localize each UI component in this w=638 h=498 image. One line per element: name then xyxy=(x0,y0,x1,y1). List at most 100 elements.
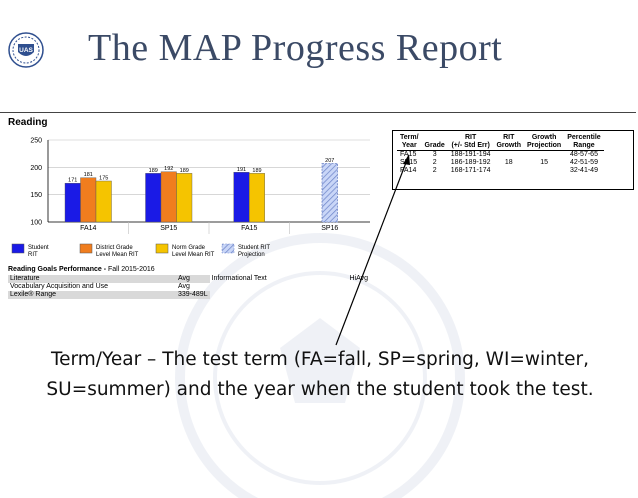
header-rit-growth: RIT xyxy=(503,134,515,141)
score-percentile: 48-57-65 xyxy=(569,151,598,158)
score-table: Term/ RIT RIT Growth Percentile Year Gra… xyxy=(397,134,604,175)
legend-label: District Grade xyxy=(96,245,133,251)
score-row: FA14 2 168-171-174 32-41-49 xyxy=(397,167,604,175)
bar-data-label: 191 xyxy=(237,167,246,173)
bar-norm-grade-level-mean-rit xyxy=(176,173,193,223)
goals-term: Fall 2015-2016 xyxy=(107,266,155,273)
school-logo: UAS xyxy=(8,32,44,68)
legend-label: Level Mean RIT xyxy=(96,252,139,258)
score-term: FA15 xyxy=(400,151,417,158)
bar-data-label: 189 xyxy=(180,168,189,174)
x-tick-label: SP16 xyxy=(321,225,338,232)
bar-district-grade-level-mean-rit xyxy=(160,171,177,223)
header-year: Year xyxy=(397,142,422,151)
score-rit: 186-189-192 xyxy=(450,159,491,166)
score-header-row-2: Year Grade (+/- Std Err) Growth Projecti… xyxy=(397,142,604,151)
bar-student-rit-projection xyxy=(321,163,338,223)
bar-data-label: 175 xyxy=(99,176,108,182)
bar-norm-grade-level-mean-rit xyxy=(249,173,265,223)
goal-name xyxy=(210,283,344,291)
score-rit: 188-191-194 xyxy=(450,151,491,158)
score-percentile: 42-51-59 xyxy=(569,159,598,166)
score-summary-box: Term/ RIT RIT Growth Percentile Year Gra… xyxy=(392,130,634,190)
bar-student-rit xyxy=(233,172,250,223)
goals-row: Literature Avg Informational Text HiAvg xyxy=(8,275,370,283)
caption-line-1: Term/Year – The test term (FA=fall, SP=s… xyxy=(50,349,590,370)
x-tick-label: SP15 xyxy=(160,225,177,232)
header-term: Term/ xyxy=(400,134,419,141)
x-tick-label: FA15 xyxy=(241,225,257,232)
score-grade: 2 xyxy=(432,159,437,166)
score-term: SP15 xyxy=(400,159,418,166)
legend-label: Projection xyxy=(238,252,265,258)
score-header-row-1: Term/ RIT RIT Growth Percentile xyxy=(397,134,604,142)
score-grade: 2 xyxy=(432,167,437,174)
bar-data-label: 207 xyxy=(325,158,334,164)
bar-district-grade-level-mean-rit xyxy=(80,177,97,223)
goal-name: Vocabulary Acquisition and Use xyxy=(10,283,109,290)
header-rit: RIT xyxy=(464,134,477,141)
y-tick-label: 100 xyxy=(30,220,42,227)
score-row: FA15 3 188-191-194 48-57-65 xyxy=(397,151,604,160)
header-projection: Projection xyxy=(523,142,565,151)
goal-name: Literature xyxy=(8,275,176,283)
goals-row: Vocabulary Acquisition and Use Avg xyxy=(8,283,370,291)
score-projection xyxy=(524,151,564,160)
y-tick-label: 250 xyxy=(30,138,42,145)
caption: Term/Year – The test term (FA=fall, SP=s… xyxy=(10,345,630,405)
goal-name: Lexile® Range xyxy=(8,291,176,299)
goals-title-label: Reading Goals Performance - xyxy=(8,266,108,273)
goal-name xyxy=(210,291,344,299)
logo-text: UAS xyxy=(19,47,33,54)
legend-swatch xyxy=(155,243,169,254)
legend-label: Norm Grade xyxy=(172,245,206,251)
score-growth: 18 xyxy=(504,159,513,166)
score-percentile: 32-41-49 xyxy=(569,167,598,174)
report-section-title: Reading xyxy=(8,117,48,128)
goal-value: 339-489L xyxy=(176,291,210,299)
goal-name: Informational Text xyxy=(211,275,267,282)
bar-student-rit xyxy=(145,173,162,223)
bar-student-rit xyxy=(64,182,81,223)
goal-value: Avg xyxy=(176,275,210,283)
goals-table: Literature Avg Informational Text HiAvg … xyxy=(8,275,370,299)
y-tick-label: 200 xyxy=(30,165,42,172)
goals-title: Reading Goals Performance - Fall 2015-20… xyxy=(8,266,155,273)
score-term: FA14 xyxy=(400,167,417,174)
bar-norm-grade-level-mean-rit xyxy=(95,180,112,223)
goals-row: Lexile® Range 339-489L xyxy=(8,291,370,299)
header-growth: Growth xyxy=(493,142,524,151)
legend-swatch xyxy=(11,243,25,254)
bar-data-label: 171 xyxy=(68,178,77,184)
score-row: SP15 2 186-189-192 18 15 42-51-59 xyxy=(397,159,604,167)
header-range: Range xyxy=(564,142,604,151)
header-std-err: (+/- Std Err) xyxy=(447,142,494,151)
score-projection xyxy=(524,167,564,175)
header-grade: Grade xyxy=(421,142,448,151)
legend-label: Student xyxy=(28,245,49,251)
y-tick-label: 150 xyxy=(30,192,42,199)
header-percentile: Percentile xyxy=(567,134,601,141)
goal-value: Avg xyxy=(178,283,190,290)
bar-data-label: 189 xyxy=(149,168,158,174)
goal-value xyxy=(344,291,370,299)
legend-label: Level Mean RIT xyxy=(172,252,215,258)
caption-line-2: SU=summer) and the year when the student… xyxy=(46,379,594,400)
score-growth xyxy=(493,151,524,160)
bar-data-label: 189 xyxy=(252,168,261,174)
x-tick-label: FA14 xyxy=(80,225,96,232)
legend-swatch xyxy=(221,243,235,254)
legend-label: Student RIT xyxy=(238,245,270,251)
header-growth-projection: Growth xyxy=(531,134,557,141)
score-growth xyxy=(493,167,524,175)
legend-swatch xyxy=(79,243,93,254)
score-projection: 15 xyxy=(540,159,548,166)
slide-title: The MAP Progress Report xyxy=(88,27,503,69)
goal-value: HiAvg xyxy=(349,275,368,282)
reading-rit-chart: 100 150 200 250 171 181 175 FA14 189 192 189 SP15 19… xyxy=(11,138,370,258)
report-top-rule xyxy=(0,112,636,113)
legend-label: RIT xyxy=(28,252,38,258)
header-grade-top xyxy=(422,134,448,142)
bar-data-label: 181 xyxy=(84,172,93,178)
score-grade: 3 xyxy=(432,151,437,158)
